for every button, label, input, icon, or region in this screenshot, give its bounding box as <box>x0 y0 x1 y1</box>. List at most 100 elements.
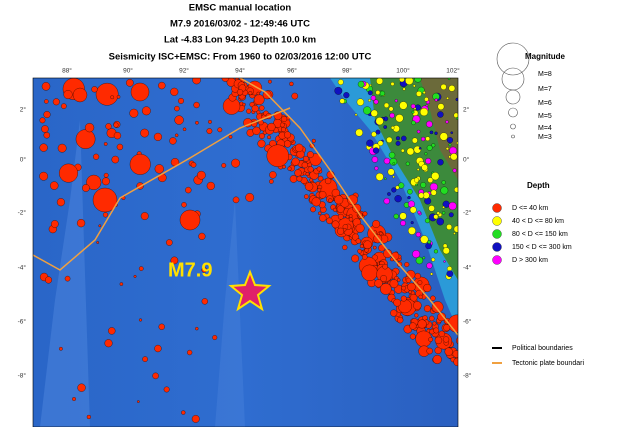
event-dot <box>98 224 102 228</box>
event-dot <box>357 80 365 88</box>
event-dot <box>280 122 285 128</box>
event-dot <box>399 212 407 220</box>
event-dot <box>448 85 456 92</box>
event-dot <box>52 98 60 106</box>
event-dot <box>126 79 134 87</box>
event-dot <box>129 108 139 118</box>
event-dot <box>425 136 430 142</box>
event-dot <box>397 316 404 324</box>
event-dot <box>446 224 453 230</box>
event-dot <box>416 129 421 134</box>
event-dot <box>236 89 244 96</box>
event-dot <box>411 110 415 114</box>
event-dot <box>103 142 108 146</box>
event-dot <box>142 106 151 116</box>
lon-label: 100° <box>396 67 410 75</box>
event-dot <box>206 181 215 190</box>
event-dot <box>248 91 253 96</box>
event-dot <box>86 174 102 190</box>
event-dot <box>371 131 377 137</box>
event-dot <box>426 145 433 151</box>
event-dot <box>310 206 316 213</box>
event-dot <box>448 202 457 211</box>
event-dot <box>454 186 458 193</box>
event-dot <box>232 196 240 204</box>
event-dot <box>197 170 206 180</box>
event-dot <box>413 301 422 310</box>
event-dot <box>430 295 436 301</box>
event-dot <box>187 349 193 356</box>
event-dot <box>281 116 288 123</box>
event-dot <box>342 228 347 232</box>
event-dot <box>405 161 410 166</box>
lat-label: 2° <box>463 106 470 114</box>
event-dot <box>416 168 420 171</box>
event-dot <box>424 218 430 224</box>
event-dot <box>409 206 417 214</box>
event-dot <box>259 105 265 111</box>
event-dot <box>57 143 67 153</box>
event-dot <box>395 136 400 141</box>
event-dot <box>414 272 421 280</box>
event-dot <box>287 166 292 171</box>
event-dot <box>355 238 361 244</box>
event-dot <box>317 175 324 182</box>
event-dot <box>379 231 383 236</box>
event-dot <box>103 172 109 178</box>
event-dot <box>102 177 110 186</box>
event-dot <box>434 131 438 135</box>
magnitude-label: M=8 <box>538 71 552 78</box>
event-dot <box>408 226 416 235</box>
event-dot <box>392 175 395 179</box>
location-line: Lat -4.83 Lon 94.23 Depth 10.0 km <box>164 35 316 46</box>
event-dot <box>443 260 446 263</box>
event-dot <box>142 356 148 362</box>
event-dot <box>372 147 380 154</box>
event-dot <box>59 163 78 183</box>
event-dot <box>393 213 399 219</box>
line-label: Tectonic plate boundari <box>512 360 584 367</box>
plate-boundary <box>33 107 291 271</box>
event-dot <box>304 182 314 191</box>
event-dot <box>429 130 434 135</box>
event-dot <box>348 214 353 218</box>
lat-label: -8° <box>463 372 472 380</box>
event-dot <box>284 131 291 139</box>
event-dot <box>41 82 51 91</box>
event-dot <box>374 166 379 171</box>
event-dot <box>407 189 413 195</box>
event-dot <box>400 148 405 153</box>
event-dot <box>357 248 362 254</box>
event-dot <box>104 339 113 348</box>
event-dot <box>331 220 340 229</box>
event-dot <box>96 241 100 244</box>
event-dot <box>430 272 433 276</box>
magnitude-symbol <box>510 123 516 130</box>
event-dot <box>181 410 186 415</box>
event-dot <box>170 87 179 96</box>
event-dot <box>337 213 344 220</box>
event-dot <box>303 155 309 162</box>
event-dot <box>246 67 250 71</box>
event-dot <box>453 357 458 367</box>
event-dot <box>431 257 436 262</box>
depth-label: 40 < D <= 80 km <box>512 218 564 225</box>
event-dot <box>337 79 344 85</box>
event-dot <box>412 250 421 258</box>
event-dot <box>174 133 179 137</box>
event-dot <box>181 202 187 208</box>
event-dot <box>372 220 381 228</box>
event-dot <box>342 244 348 251</box>
event-dot <box>375 117 384 126</box>
event-dot <box>423 283 432 292</box>
event-dot <box>193 101 200 109</box>
event-dot <box>208 119 212 124</box>
event-dot <box>422 256 426 260</box>
event-dot <box>345 214 350 219</box>
event-dot <box>417 210 421 215</box>
event-dot <box>424 197 432 205</box>
event-dot <box>351 254 359 263</box>
event-dot <box>269 179 274 184</box>
event-dot <box>417 319 427 329</box>
